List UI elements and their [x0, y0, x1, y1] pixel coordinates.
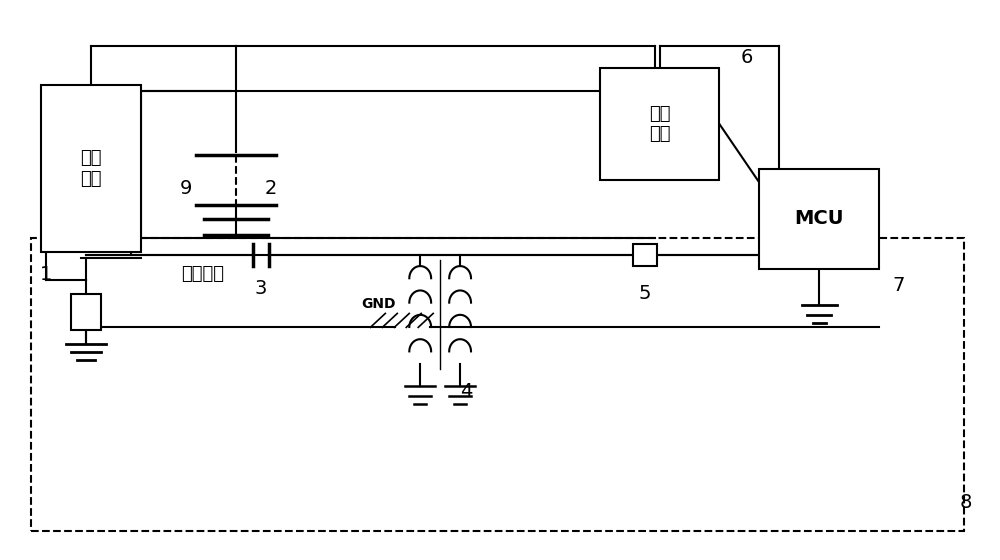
Bar: [71, 294, 101, 330]
Bar: [633, 244, 657, 266]
Text: GND: GND: [361, 297, 395, 311]
Text: MCU: MCU: [794, 209, 844, 228]
Text: 3: 3: [254, 279, 267, 298]
Text: 2: 2: [264, 179, 277, 198]
Text: 5: 5: [638, 284, 651, 304]
Bar: [41, 85, 141, 252]
Text: 绝缘电阻: 绝缘电阻: [181, 265, 224, 283]
Text: 9: 9: [180, 179, 192, 198]
Text: 1: 1: [40, 265, 52, 284]
Text: 6: 6: [741, 48, 753, 67]
Text: 检测
装置: 检测 装置: [649, 105, 670, 143]
Text: 7: 7: [893, 276, 905, 295]
Text: 8: 8: [960, 493, 972, 512]
Bar: [600, 68, 719, 180]
Bar: [31, 238, 964, 531]
Text: 4: 4: [460, 382, 472, 401]
Text: 电机
系统: 电机 系统: [80, 149, 102, 188]
Bar: [759, 169, 879, 269]
